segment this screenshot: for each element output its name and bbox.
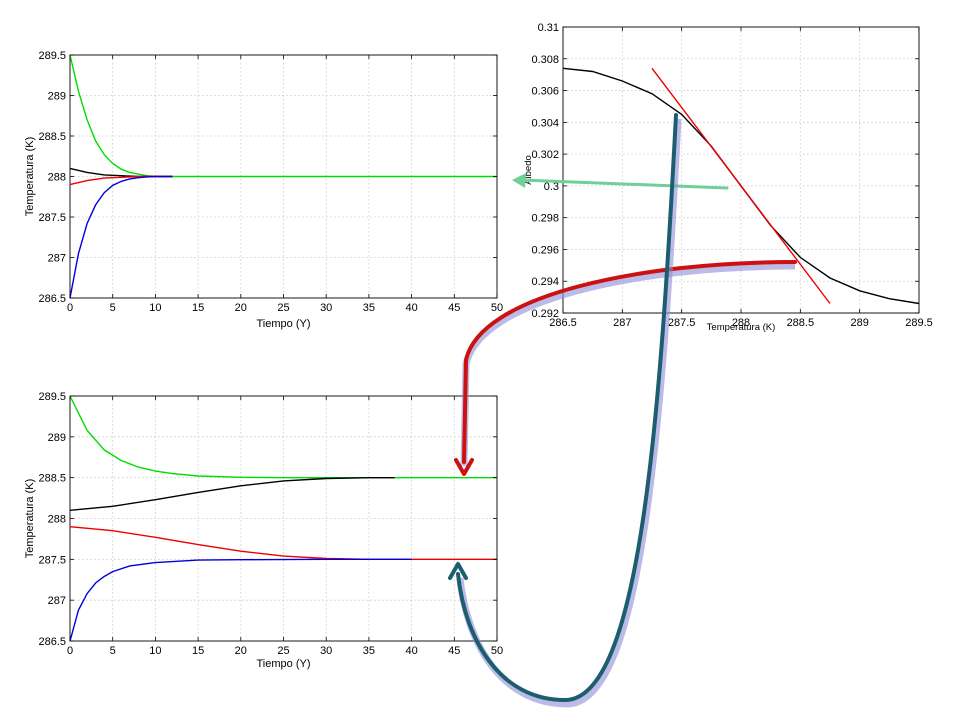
x-tick-label: 288.5 <box>787 317 815 329</box>
x-tick-label: 287.5 <box>668 317 696 329</box>
y-tick-label: 288.5 <box>38 473 66 485</box>
x-tick-label: 10 <box>149 302 161 314</box>
series-line-1 <box>651 67 831 304</box>
y-tick-label: 287.5 <box>38 554 66 566</box>
x-tick-label: 286.5 <box>549 317 577 329</box>
teal-arrow <box>456 113 678 703</box>
series-line-3 <box>69 558 412 642</box>
x-tick-label: 15 <box>192 645 204 657</box>
x-axis-label: Tiempo (Y) <box>257 658 311 670</box>
y-tick-label: 287.5 <box>38 212 66 224</box>
y-tick-label: 0.3 <box>544 181 559 193</box>
x-tick-label: 45 <box>448 302 460 314</box>
red-arrowhead <box>454 458 474 476</box>
x-tick-label: 40 <box>405 302 417 314</box>
x-tick-label: 40 <box>405 645 417 657</box>
chart-equilibrium: 0 5 10 15 20 25 30 35 40 45 50 286.5 287 287.5 288 288.… <box>24 50 503 330</box>
x-tick-label: 25 <box>277 645 289 657</box>
series-line-1 <box>69 477 395 511</box>
series-line-3 <box>69 175 173 299</box>
x-tick-label: 289 <box>850 317 868 329</box>
chart-bistable: 0 5 10 15 20 25 30 35 40 45 50 286.5 287 287.5 288 288.… <box>24 391 503 670</box>
red-arrow <box>462 260 797 464</box>
y-tick-label: 288 <box>48 172 66 184</box>
series-line-0 <box>69 395 497 479</box>
y-tick-label: 289.5 <box>38 50 66 62</box>
y-tick-label: 289 <box>48 432 66 444</box>
y-axis-label: Temperatura (K) <box>24 137 36 216</box>
green-arrowhead <box>512 173 526 188</box>
annotation-arrows <box>448 113 797 708</box>
y-tick-label: 0.31 <box>538 22 559 34</box>
x-tick-label: 35 <box>363 645 375 657</box>
y-tick-label: 0.302 <box>531 149 559 161</box>
x-axis-label: Temperatura (K) <box>707 322 776 333</box>
y-axis-label: Temperatura (K) <box>24 479 36 558</box>
x-tick-label: 0 <box>67 302 73 314</box>
x-tick-label: 289.5 <box>905 317 933 329</box>
y-tick-label: 0.292 <box>531 308 559 320</box>
y-tick-label: 289 <box>48 91 66 103</box>
x-tick-label: 288 <box>732 317 750 329</box>
x-tick-label: 45 <box>448 645 460 657</box>
x-tick-label: 5 <box>110 645 116 657</box>
y-tick-label: 286.5 <box>38 293 66 305</box>
y-tick-label: 287 <box>48 595 66 607</box>
teal-arrowhead <box>448 562 468 580</box>
x-tick-label: 35 <box>363 302 375 314</box>
y-tick-label: 0.306 <box>531 86 559 98</box>
x-tick-label: 5 <box>110 302 116 314</box>
y-tick-label: 286.5 <box>38 636 66 648</box>
x-tick-label: 30 <box>320 645 332 657</box>
y-tick-label: 0.304 <box>531 117 559 129</box>
y-tick-label: 0.294 <box>531 276 559 288</box>
red-arrow-shadow <box>460 262 796 467</box>
x-tick-label: 20 <box>235 302 247 314</box>
green-arrow <box>520 178 729 190</box>
x-tick-label: 25 <box>277 302 289 314</box>
y-tick-label: 288.5 <box>38 131 66 143</box>
x-tick-label: 30 <box>320 302 332 314</box>
x-tick-label: 287 <box>613 317 631 329</box>
y-tick-label: 289.5 <box>38 391 66 403</box>
x-tick-label: 20 <box>235 645 247 657</box>
x-tick-label: 15 <box>192 302 204 314</box>
y-axis-label: Albedo <box>523 155 534 185</box>
x-tick-label: 50 <box>491 302 503 314</box>
y-tick-label: 0.308 <box>531 54 559 66</box>
x-tick-label: 50 <box>491 645 503 657</box>
x-tick-label: 10 <box>149 645 161 657</box>
x-axis-label: Tiempo (Y) <box>257 318 311 330</box>
x-tick-label: 0 <box>67 645 73 657</box>
y-tick-label: 288 <box>48 514 66 526</box>
y-tick-label: 0.298 <box>531 213 559 225</box>
y-tick-label: 0.296 <box>531 244 559 256</box>
y-tick-label: 287 <box>48 253 66 265</box>
